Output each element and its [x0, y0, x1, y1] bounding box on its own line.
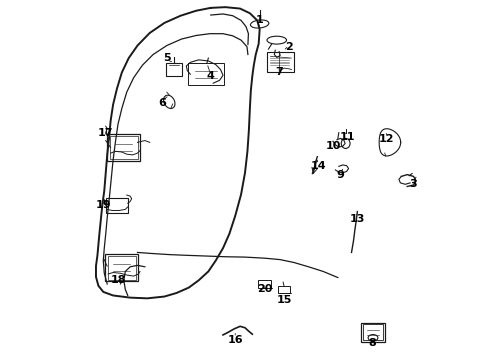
Text: 13: 13: [350, 215, 365, 224]
Text: 3: 3: [410, 179, 417, 189]
Bar: [107, 134, 141, 161]
Text: 17: 17: [98, 129, 114, 138]
Bar: [258, 280, 271, 288]
Bar: [188, 63, 224, 85]
Text: 9: 9: [336, 170, 344, 180]
Text: 10: 10: [325, 141, 341, 151]
Bar: [363, 324, 383, 341]
Bar: [110, 136, 138, 159]
Text: 5: 5: [163, 53, 171, 63]
Text: 2: 2: [285, 42, 293, 52]
Text: 4: 4: [207, 71, 215, 81]
Text: 14: 14: [311, 161, 326, 171]
Bar: [278, 286, 290, 293]
Text: 12: 12: [379, 134, 394, 144]
Text: 16: 16: [227, 334, 243, 345]
Bar: [106, 198, 128, 213]
Bar: [166, 63, 182, 76]
Bar: [361, 323, 385, 342]
Bar: [108, 256, 136, 279]
Bar: [105, 255, 139, 281]
Text: 6: 6: [158, 98, 166, 108]
Text: 7: 7: [275, 67, 283, 77]
Text: 20: 20: [257, 284, 272, 294]
Text: 19: 19: [96, 200, 111, 210]
Text: 15: 15: [276, 295, 292, 305]
Text: 1: 1: [256, 15, 264, 26]
Bar: [267, 52, 294, 72]
Text: 8: 8: [368, 338, 376, 348]
Text: 11: 11: [340, 132, 355, 142]
Text: 18: 18: [110, 275, 126, 285]
